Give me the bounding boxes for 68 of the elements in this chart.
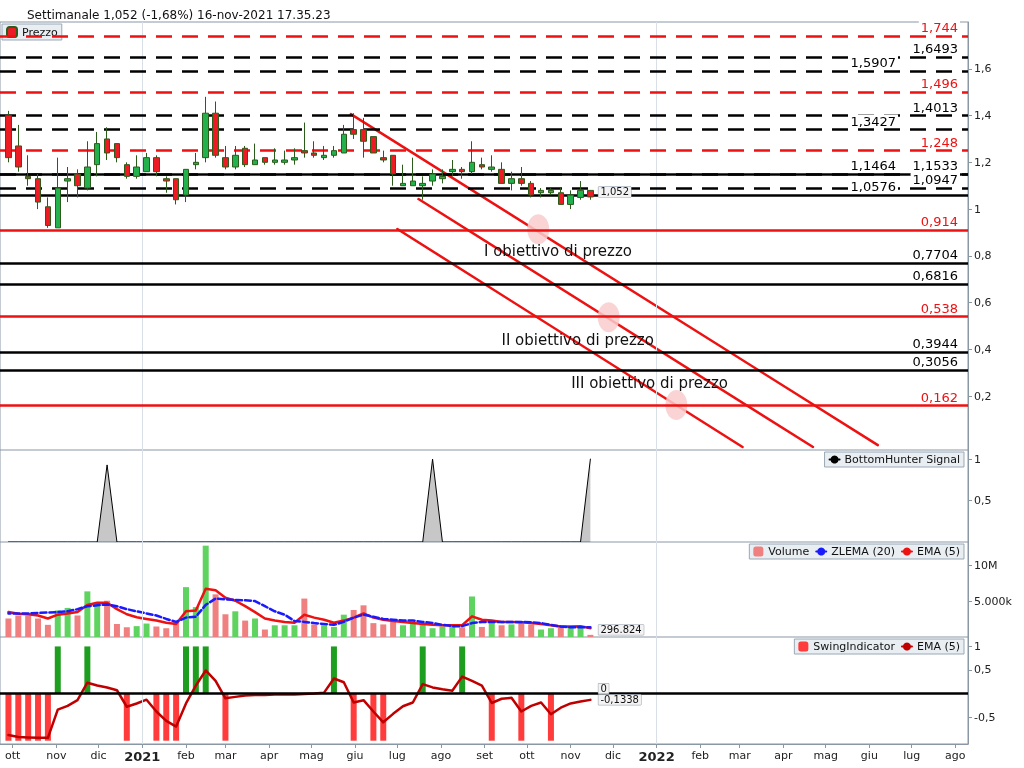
y-tick-label: 1,6 <box>974 62 992 76</box>
ref-line-label: 0,7704 <box>912 246 958 262</box>
ref-line-label: 1,1533 <box>912 158 958 174</box>
y-tick-label: -0,5 <box>974 710 996 724</box>
x-tick-label: lug <box>903 749 921 762</box>
x-tick-label: dic <box>90 749 107 762</box>
ref-line-label: 1,1464 <box>850 158 896 174</box>
x-tick-label: mag <box>299 749 324 762</box>
x-tick-label: mar <box>214 749 237 762</box>
legend-label: EMA (5) <box>916 545 960 558</box>
x-tick-label: lug <box>388 749 406 762</box>
x-tick-label: set <box>476 749 494 762</box>
x-tick-label: apr <box>774 749 794 762</box>
ref-line-label: 1,496 <box>920 76 958 92</box>
x-tick-label: ago <box>430 749 452 762</box>
legend-label: SwingIndicator <box>813 640 896 653</box>
y-tick-label: 1,4 <box>974 109 992 123</box>
x-tick-label: giu <box>346 749 364 762</box>
x-tick-label: ott <box>5 749 22 762</box>
y-tick-label: 5.000k <box>974 594 1013 608</box>
y-tick-label: 0,2 <box>974 389 992 403</box>
x-tick-label: nov <box>46 749 67 762</box>
y-tick-label: 0,4 <box>974 342 992 356</box>
ref-line-label: 1,3427 <box>850 113 896 129</box>
y-tick-label: 1 <box>974 452 981 466</box>
ref-line-label: 0,914 <box>920 214 958 230</box>
x-tick-label: apr <box>260 749 279 762</box>
ref-line-label: 1,0576 <box>850 179 896 195</box>
y-tick-label: 1,2 <box>974 155 992 169</box>
x-tick-label: 2021 <box>124 749 161 764</box>
annotation: 0 <box>600 683 607 695</box>
ref-line-label: 0,3056 <box>912 354 958 370</box>
y-tick-label: 10M <box>974 558 998 572</box>
x-tick-label: mar <box>728 749 752 762</box>
legend-label: Prezzo <box>22 25 59 39</box>
y-tick-label: 0,6 <box>974 296 992 310</box>
legend-label: EMA (5) <box>916 640 960 653</box>
legend-label: ZLEMA (20) <box>831 545 895 558</box>
x-tick-label: ott <box>519 749 536 762</box>
annotation: 296.824 <box>600 624 642 636</box>
ref-line-label: 1,5907 <box>850 55 896 71</box>
x-tick-label: feb <box>177 749 195 762</box>
y-tick-label: 0,5 <box>974 663 992 677</box>
legend-label: BottomHunter Signal <box>844 453 960 466</box>
x-tick-label: nov <box>560 749 582 762</box>
annotation: 1,052 <box>600 186 630 198</box>
ref-line-label: 0,162 <box>920 389 958 405</box>
y-tick-label: 0,8 <box>974 249 992 263</box>
x-tick-label: feb <box>691 749 710 762</box>
y-tick-label: 1 <box>974 639 981 653</box>
ref-line-label: 1,4013 <box>912 99 958 115</box>
ref-line-label: 0,3944 <box>912 335 958 351</box>
ref-line-label: 1,248 <box>920 134 958 150</box>
ref-line-label: 1,744 <box>920 20 958 36</box>
x-tick-label: dic <box>604 749 621 762</box>
ref-line-label: 1,0947 <box>912 172 958 188</box>
ref-line-label: 1,6493 <box>912 41 958 57</box>
chart-title: Settimanale 1,052 (-1,68%) 16-nov-2021 17.35.23 <box>27 8 331 22</box>
x-tick-label: ago <box>945 749 966 762</box>
ref-line-label: 0,538 <box>920 300 958 316</box>
annotation: -0,1338 <box>600 694 639 706</box>
y-tick-label: 0,5 <box>974 494 992 508</box>
ref-line-label: 0,6816 <box>912 267 958 283</box>
x-tick-label: giu <box>860 749 878 762</box>
x-tick-label: mag <box>813 749 838 762</box>
legend-label: Volume <box>768 545 810 558</box>
y-tick-label: 1 <box>974 202 981 216</box>
x-tick-label: 2022 <box>638 749 675 764</box>
